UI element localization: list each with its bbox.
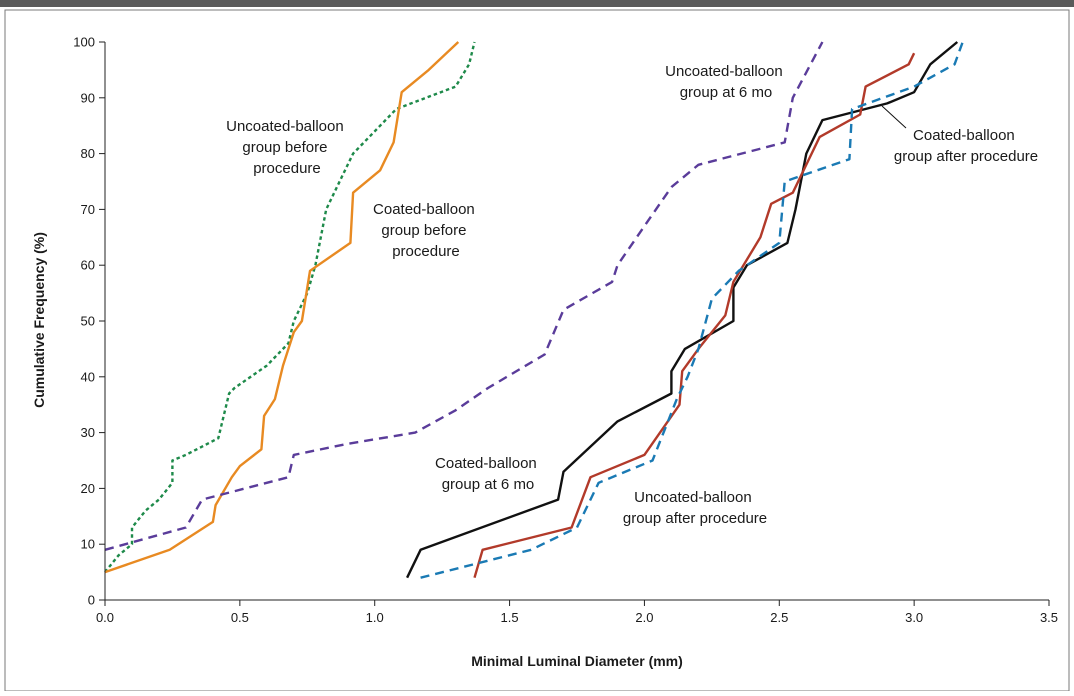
annotation-uncoated-6mo: Uncoated-balloon group at 6 mo — [665, 63, 787, 101]
annotation-coated-before: Coated-balloon group before procedure — [373, 201, 479, 260]
annotation-line: procedure — [253, 160, 321, 177]
y-tick-label: 90 — [81, 90, 95, 105]
figure-border — [4, 9, 1070, 692]
x-tick-label: 0.0 — [96, 610, 114, 625]
annotation-line: group at 6 mo — [680, 84, 773, 101]
y-ticks: 0 10 20 30 40 50 60 70 80 90 100 — [73, 35, 105, 608]
x-tick-label: 3.0 — [905, 610, 923, 625]
annotation-line: Coated-balloon — [913, 127, 1015, 144]
annotation-coated-6mo: Coated-balloon group at 6 mo — [435, 455, 541, 493]
annotation-line: Coated-balloon — [373, 201, 475, 218]
y-tick-label: 10 — [81, 537, 95, 552]
plot-area: 0.0 0.5 1.0 1.5 2.0 2.5 3.0 3.5 0 10 20 30 40 50 60 70… — [73, 35, 1058, 626]
annotation-leader-line — [881, 105, 907, 129]
series-line-0 — [104, 41, 476, 573]
series-group — [104, 41, 964, 579]
y-tick-label: 100 — [73, 35, 95, 50]
y-tick-label: 60 — [81, 258, 95, 273]
annotation-line: group after procedure — [623, 510, 767, 527]
y-tick-label: 0 — [88, 593, 95, 608]
annotation-coated-after: Coated-balloon group after procedure — [894, 127, 1038, 165]
series-line-1 — [104, 41, 460, 574]
annotation-line: procedure — [392, 243, 460, 260]
x-tick-label: 0.5 — [231, 610, 249, 625]
annotation-line: Uncoated-balloon — [634, 489, 752, 506]
annotation-line: Coated-balloon — [435, 455, 537, 472]
y-tick-label: 70 — [81, 202, 95, 217]
x-ticks: 0.0 0.5 1.0 1.5 2.0 2.5 3.0 3.5 — [96, 600, 1058, 625]
x-tick-label: 2.5 — [770, 610, 788, 625]
annotation-line: group before — [381, 222, 466, 239]
top-frame-band — [0, 0, 1074, 7]
annotation-line: group before — [242, 139, 327, 156]
y-axis-title: Cumulative Frequency (%) — [31, 232, 47, 408]
x-axis-title: Minimal Luminal Diameter (mm) — [471, 653, 683, 669]
series-line-3 — [406, 41, 959, 579]
x-tick-label: 1.5 — [501, 610, 519, 625]
annotation-line: group at 6 mo — [442, 476, 535, 493]
x-tick-label: 1.0 — [366, 610, 384, 625]
annotation-line: group after procedure — [894, 148, 1038, 165]
y-tick-label: 30 — [81, 425, 95, 440]
series-line-4 — [473, 52, 916, 579]
annotation-line: Uncoated-balloon — [665, 63, 783, 80]
y-tick-label: 20 — [81, 481, 95, 496]
annotation-uncoated-after: Uncoated-balloon group after procedure — [623, 489, 767, 527]
series-line-5 — [420, 41, 964, 579]
y-tick-label: 80 — [81, 146, 95, 161]
x-tick-label: 2.0 — [635, 610, 653, 625]
y-tick-label: 50 — [81, 314, 95, 329]
series-line-2 — [104, 41, 824, 551]
annotation-uncoated-before: Uncoated-balloon group before procedure — [226, 118, 348, 177]
y-tick-label: 40 — [81, 369, 95, 384]
x-tick-label: 3.5 — [1040, 610, 1058, 625]
annotation-line: Uncoated-balloon — [226, 118, 344, 135]
